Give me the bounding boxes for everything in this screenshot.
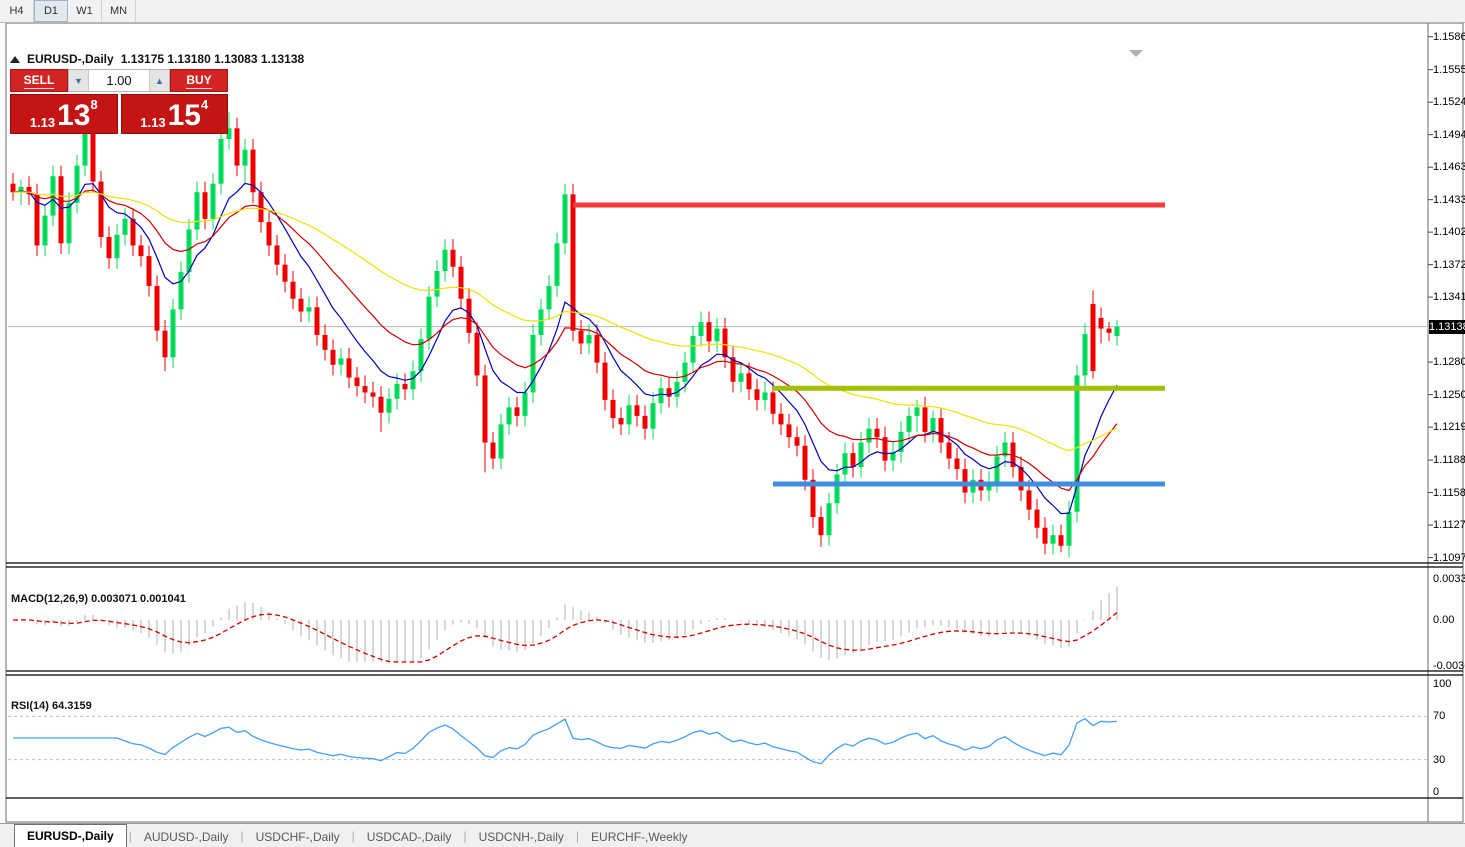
chart-tab-audusd-daily[interactable]: AUDUSD-,Daily: [143, 829, 229, 844]
volume-input[interactable]: [89, 70, 149, 91]
chart-window: EURUSD-,Daily 1.13175 1.13180 1.13083 1.…: [0, 23, 1465, 844]
sell-price-big: 13: [57, 99, 91, 133]
macd-signal-line: [12, 612, 1118, 663]
sell-button[interactable]: SELL: [10, 69, 68, 92]
timeframe-button-d1[interactable]: D1: [34, 0, 68, 22]
price-axis-label: 1.14330: [1433, 193, 1465, 206]
chart-tab-bar: EURUSD-,Daily | AUDUSD-,Daily | USDCHF-,Dail…: [0, 823, 1465, 847]
price-axis-label: 1.14635: [1433, 161, 1465, 174]
indicator-axis-label: 100: [1433, 678, 1452, 690]
timeframe-button-w1[interactable]: W1: [68, 0, 102, 22]
medium-ma: [12, 189, 1118, 492]
price-axis-label: 1.15245: [1433, 96, 1465, 109]
chart-tab-eurusd-daily[interactable]: EURUSD-,Daily: [14, 824, 127, 847]
indicator-axis-label: 30: [1433, 753, 1446, 766]
timeframe-button-mn[interactable]: MN: [102, 0, 136, 22]
price-axis-label: 1.12805: [1433, 356, 1465, 369]
current-price-tag: 1.13138: [1429, 319, 1465, 334]
candles: [10, 112, 1120, 558]
price-axis-label: 1.13415: [1433, 291, 1465, 304]
tab-separator: |: [351, 828, 355, 843]
price-axis-label: 1.11275: [1433, 519, 1465, 532]
buy-quote[interactable]: 1.13 15 4: [120, 94, 228, 134]
timeframe-button-h4[interactable]: H4: [0, 0, 34, 22]
buy-price-prefix: 1.13: [140, 114, 166, 130]
price-chart-canvas[interactable]: [0, 23, 1465, 847]
sell-price-pip: 8: [90, 97, 98, 112]
rsi-line: [13, 717, 1118, 765]
volume-decrease-button[interactable]: ▼: [69, 70, 89, 91]
price-axis-label: 1.14940: [1433, 128, 1465, 141]
symbol-label: EURUSD-,Daily: [27, 52, 114, 66]
volume-spinner: ▼ ▲: [68, 69, 170, 92]
indicator-axis-label: -0.003664: [1433, 660, 1465, 672]
tab-separator: |: [575, 828, 580, 843]
fast-ma: [12, 182, 1118, 515]
one-click-panel-arrow-icon[interactable]: [10, 55, 20, 63]
buy-price-pip: 4: [200, 97, 209, 112]
chart-tab-usdcad-daily[interactable]: USDCAD-,Daily: [366, 829, 452, 844]
price-axis-label: 1.11580: [1433, 486, 1465, 499]
tab-separator: |: [128, 828, 132, 843]
indicator-axis-label: 0.003392: [1433, 573, 1465, 585]
price-axis-label: 1.13720: [1433, 258, 1465, 271]
chart-title: EURUSD-,Daily 1.13175 1.13180 1.13083 1.…: [10, 52, 304, 66]
indicator-axis-label: 0.00: [1433, 614, 1455, 626]
price-axis-label: 1.14025: [1433, 226, 1465, 239]
chart-tab-eurchf-weekly[interactable]: EURCHF-,Weekly: [591, 829, 688, 844]
price-axis-label: 1.12500: [1433, 388, 1465, 401]
chart-tab-usdcnh-daily[interactable]: USDCNH-,Daily: [478, 829, 564, 844]
price-axis-label: 1.15860: [1433, 30, 1465, 43]
indicator-axis-label: 0: [1433, 786, 1440, 798]
one-click-trading-panel: SELL ▼ ▲ BUY 1.13 13 8 1.13: [10, 69, 228, 134]
indicator-axis-label: 70: [1433, 710, 1446, 723]
tab-separator: |: [463, 828, 467, 843]
buy-button[interactable]: BUY: [170, 69, 228, 92]
slow-ma: [12, 191, 1118, 452]
chart-tab-usdchf-daily[interactable]: USDCHF-,Daily: [255, 829, 340, 844]
sell-quote[interactable]: 1.13 13 8: [10, 94, 118, 134]
buy-price-big: 15: [167, 99, 201, 133]
volume-increase-button[interactable]: ▲: [149, 70, 169, 91]
price-axis-label: 1.11885: [1433, 454, 1465, 467]
rsi-label: RSI(14) 64.3159: [11, 700, 92, 712]
price-axis-label: 1.10970: [1433, 551, 1465, 564]
macd-label: MACD(12,26,9) 0.003071 0.001041: [11, 593, 186, 605]
chart-shift-marker-icon[interactable]: [1129, 50, 1143, 57]
ohlc-values: 1.13175 1.13180 1.13083 1.13138: [120, 52, 305, 66]
price-axis-label: 1.12195: [1433, 421, 1465, 434]
tab-separator: |: [240, 828, 244, 843]
price-axis-label: 1.15550: [1433, 63, 1465, 76]
sell-price-prefix: 1.13: [29, 114, 56, 130]
timeframe-toolbar: H4 D1 W1 MN: [0, 0, 1465, 23]
